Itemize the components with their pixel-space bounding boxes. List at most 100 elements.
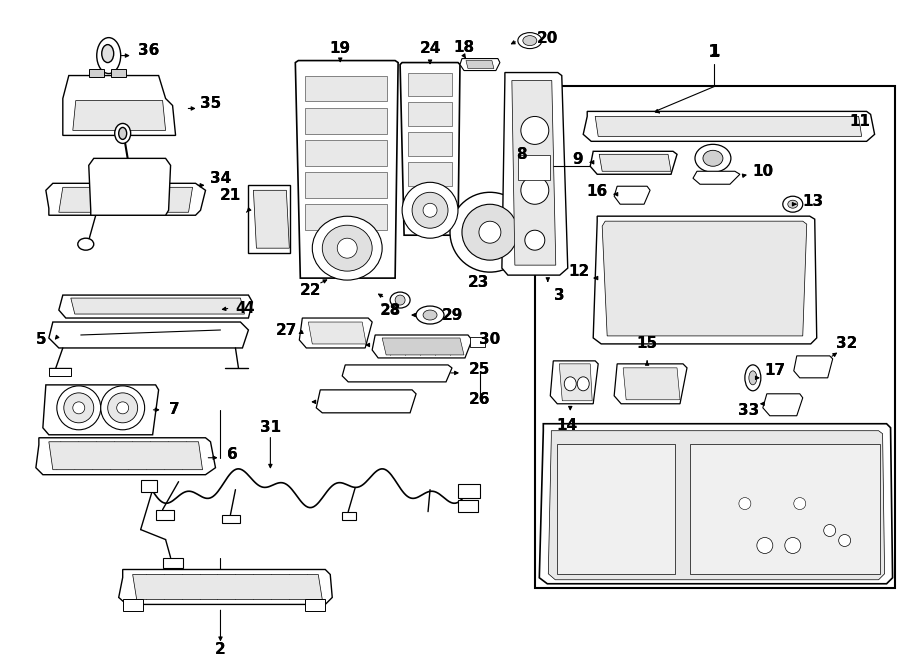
Text: 11: 11	[849, 114, 870, 129]
Bar	[89, 69, 104, 77]
Text: 29: 29	[441, 307, 463, 323]
Ellipse shape	[783, 196, 803, 212]
Ellipse shape	[695, 144, 731, 173]
Polygon shape	[36, 438, 215, 475]
Text: 35: 35	[200, 96, 221, 111]
Polygon shape	[49, 442, 202, 470]
Text: 19: 19	[329, 41, 351, 56]
Text: 13: 13	[802, 194, 824, 209]
Polygon shape	[548, 431, 885, 580]
Polygon shape	[794, 356, 832, 378]
Ellipse shape	[395, 295, 405, 305]
Polygon shape	[593, 216, 816, 344]
Text: 9: 9	[572, 152, 582, 167]
Bar	[690, 444, 879, 574]
Text: 24: 24	[419, 41, 441, 56]
Bar	[305, 204, 387, 230]
Ellipse shape	[64, 393, 94, 423]
Ellipse shape	[338, 238, 357, 258]
Text: 25: 25	[469, 362, 491, 377]
Text: 35: 35	[200, 96, 221, 111]
Text: 32: 32	[836, 336, 858, 352]
Text: 31: 31	[260, 420, 281, 436]
Text: 33: 33	[738, 403, 760, 418]
Bar	[222, 515, 240, 523]
Text: 1: 1	[709, 44, 720, 59]
Polygon shape	[63, 75, 176, 136]
Ellipse shape	[794, 498, 806, 510]
Text: 14: 14	[557, 418, 578, 433]
Text: 30: 30	[480, 332, 500, 348]
Text: 28: 28	[381, 303, 400, 317]
Bar	[408, 102, 452, 126]
Ellipse shape	[739, 498, 751, 510]
Text: 22: 22	[300, 283, 321, 297]
Text: 6: 6	[227, 447, 238, 462]
Polygon shape	[49, 322, 248, 348]
Bar	[408, 132, 452, 157]
Ellipse shape	[412, 192, 448, 228]
Bar	[470, 337, 485, 347]
Polygon shape	[693, 171, 740, 184]
Ellipse shape	[479, 221, 501, 243]
Text: 4: 4	[243, 301, 254, 315]
Polygon shape	[763, 394, 803, 416]
Ellipse shape	[450, 192, 530, 272]
Text: 29: 29	[441, 307, 463, 323]
Text: 36: 36	[138, 43, 159, 58]
Bar	[140, 480, 157, 492]
Bar	[342, 512, 356, 520]
Polygon shape	[502, 73, 568, 275]
Polygon shape	[254, 190, 289, 248]
Text: 22: 22	[300, 283, 321, 297]
Ellipse shape	[114, 124, 130, 143]
Ellipse shape	[416, 306, 444, 324]
Text: 31: 31	[260, 420, 281, 436]
Polygon shape	[342, 365, 452, 382]
Polygon shape	[382, 338, 464, 355]
Ellipse shape	[757, 537, 773, 553]
Bar	[458, 500, 478, 512]
Text: 10: 10	[752, 164, 773, 178]
Bar	[305, 140, 387, 167]
Text: 15: 15	[636, 336, 658, 352]
Ellipse shape	[73, 402, 85, 414]
Text: 27: 27	[275, 323, 297, 338]
Text: 16: 16	[587, 184, 608, 199]
Polygon shape	[309, 322, 366, 344]
Ellipse shape	[77, 238, 94, 250]
Bar	[557, 444, 675, 574]
Ellipse shape	[749, 371, 757, 385]
Ellipse shape	[119, 128, 127, 139]
Text: 21: 21	[220, 188, 241, 203]
Bar	[408, 163, 452, 186]
Polygon shape	[595, 116, 861, 136]
Text: 36: 36	[138, 43, 159, 58]
Bar	[458, 484, 480, 498]
Polygon shape	[539, 424, 893, 584]
Ellipse shape	[312, 216, 382, 280]
Polygon shape	[46, 183, 205, 215]
Bar	[305, 173, 387, 198]
Bar	[305, 600, 325, 611]
Text: 21: 21	[220, 188, 241, 203]
Text: 28: 28	[380, 303, 400, 317]
Text: 27: 27	[275, 323, 297, 338]
Ellipse shape	[839, 535, 850, 547]
Ellipse shape	[518, 32, 542, 49]
Polygon shape	[599, 154, 671, 171]
Text: 3: 3	[554, 288, 565, 303]
Polygon shape	[43, 385, 158, 435]
Ellipse shape	[57, 386, 101, 430]
Polygon shape	[550, 361, 598, 404]
Polygon shape	[590, 151, 677, 175]
Text: 25: 25	[469, 362, 491, 377]
Polygon shape	[295, 61, 398, 278]
Text: 15: 15	[636, 336, 658, 352]
Ellipse shape	[108, 393, 138, 423]
Text: 26: 26	[469, 393, 491, 407]
Text: 34: 34	[210, 171, 231, 186]
Text: 23: 23	[467, 274, 489, 290]
Text: 5: 5	[35, 332, 46, 348]
Ellipse shape	[102, 44, 113, 63]
